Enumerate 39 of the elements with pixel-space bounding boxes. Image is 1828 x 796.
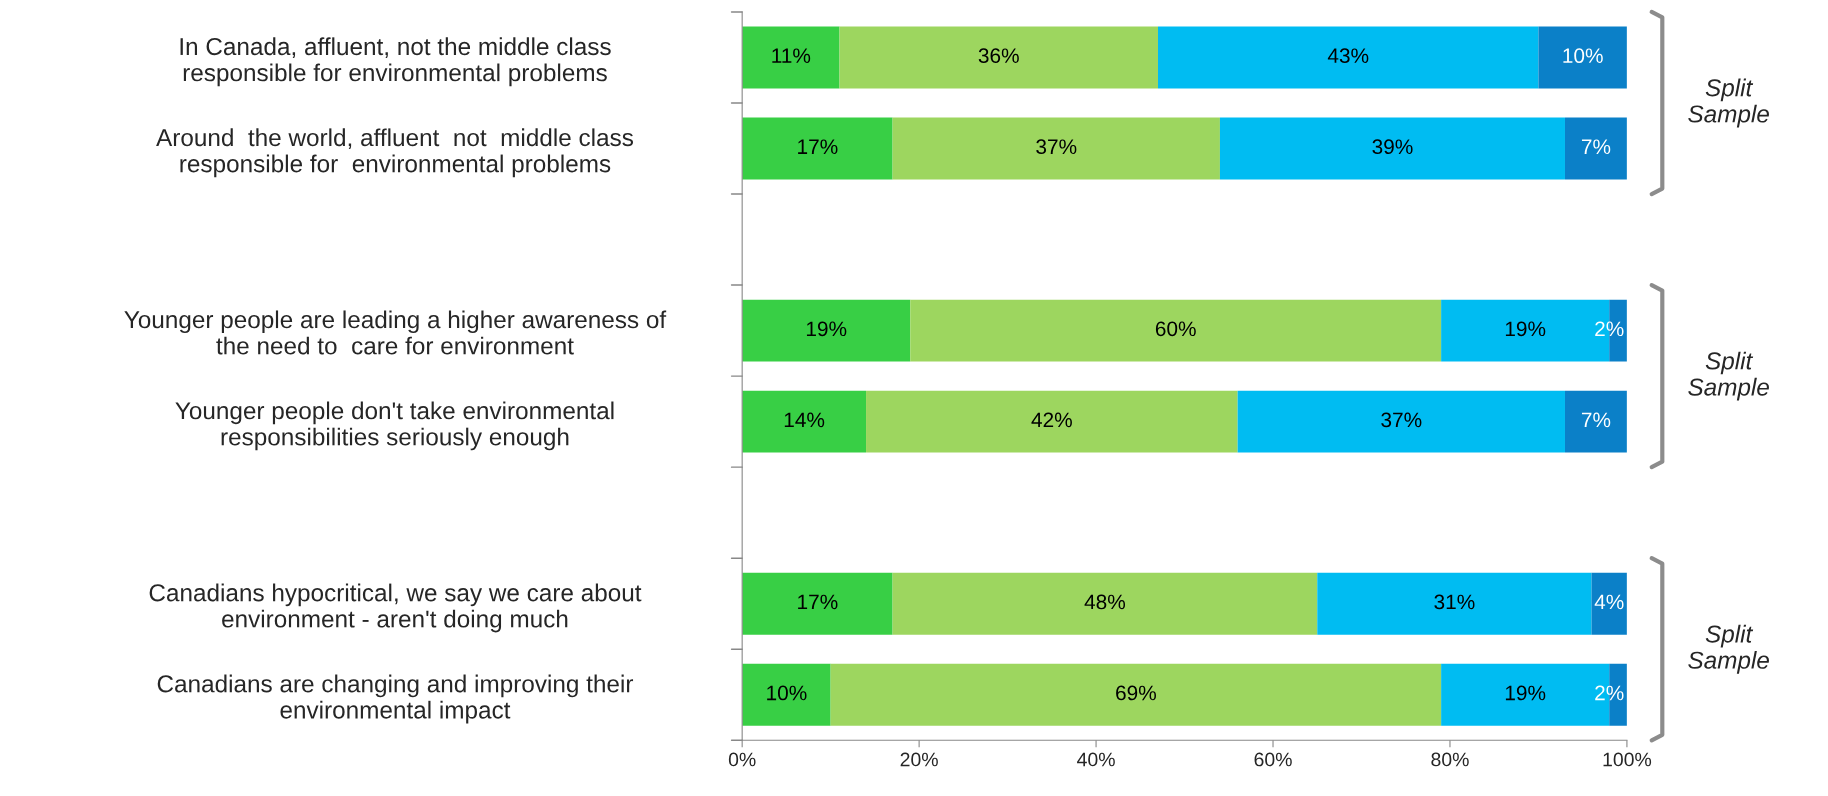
text: Split Sample (1688, 351, 1769, 401)
data-label: 43% (1327, 48, 1369, 64)
data-label: 42% (1031, 412, 1072, 428)
data-label: 2% (1595, 321, 1624, 337)
x-tick-label: 0% (728, 752, 756, 767)
data-label: 37% (1381, 412, 1422, 428)
data-label: 37% (1036, 139, 1077, 155)
text: Split Sample (1688, 624, 1769, 674)
data-label: 19% (1505, 321, 1546, 337)
data-label: 4% (1594, 594, 1624, 610)
data-label: 31% (1434, 594, 1475, 610)
data-label: 69% (1116, 685, 1156, 701)
y-tick-label: Canadians are changing and improving their environmental impact (157, 674, 634, 724)
y-tick-label: Younger people are leading a higher awareness of the need to care for environment (124, 310, 667, 355)
data-label: 7% (1581, 412, 1611, 428)
data-label: 39% (1372, 139, 1413, 155)
data-label: 60% (1155, 321, 1196, 337)
data-label: 7% (1581, 139, 1611, 155)
x-tick-label: 80% (1431, 752, 1469, 767)
y-tick-label: Canadians hypocritical, we say we care about environment - aren't doing much (149, 583, 642, 633)
data-label: 14% (784, 412, 825, 428)
data-label: 17% (798, 139, 838, 155)
data-label: 17% (798, 594, 838, 610)
y-tick-label: Younger people don't take environmental responsibilities seriously enough (175, 401, 614, 451)
data-label: 2% (1595, 685, 1624, 701)
data-label: 48% (1084, 594, 1126, 610)
x-tick-label: 20% (900, 752, 938, 767)
y-tick-label: Around the world, affluent not middle class responsible for environmental problems (156, 128, 634, 178)
x-tick-label: 100% (1603, 752, 1652, 767)
data-label: 10% (1563, 48, 1603, 64)
data-label: 11% (772, 48, 811, 63)
data-label: 10% (767, 685, 807, 701)
data-label: 19% (1505, 685, 1546, 701)
text: Split Sample (1688, 78, 1769, 128)
y-tick-label: In Canada, affluent, not the middle class responsible for environmental problems (180, 37, 611, 87)
x-tick-label: 40% (1077, 752, 1115, 767)
data-label: 36% (978, 48, 1019, 64)
data-label: 19% (806, 321, 847, 337)
x-tick-label: 60% (1254, 752, 1292, 767)
